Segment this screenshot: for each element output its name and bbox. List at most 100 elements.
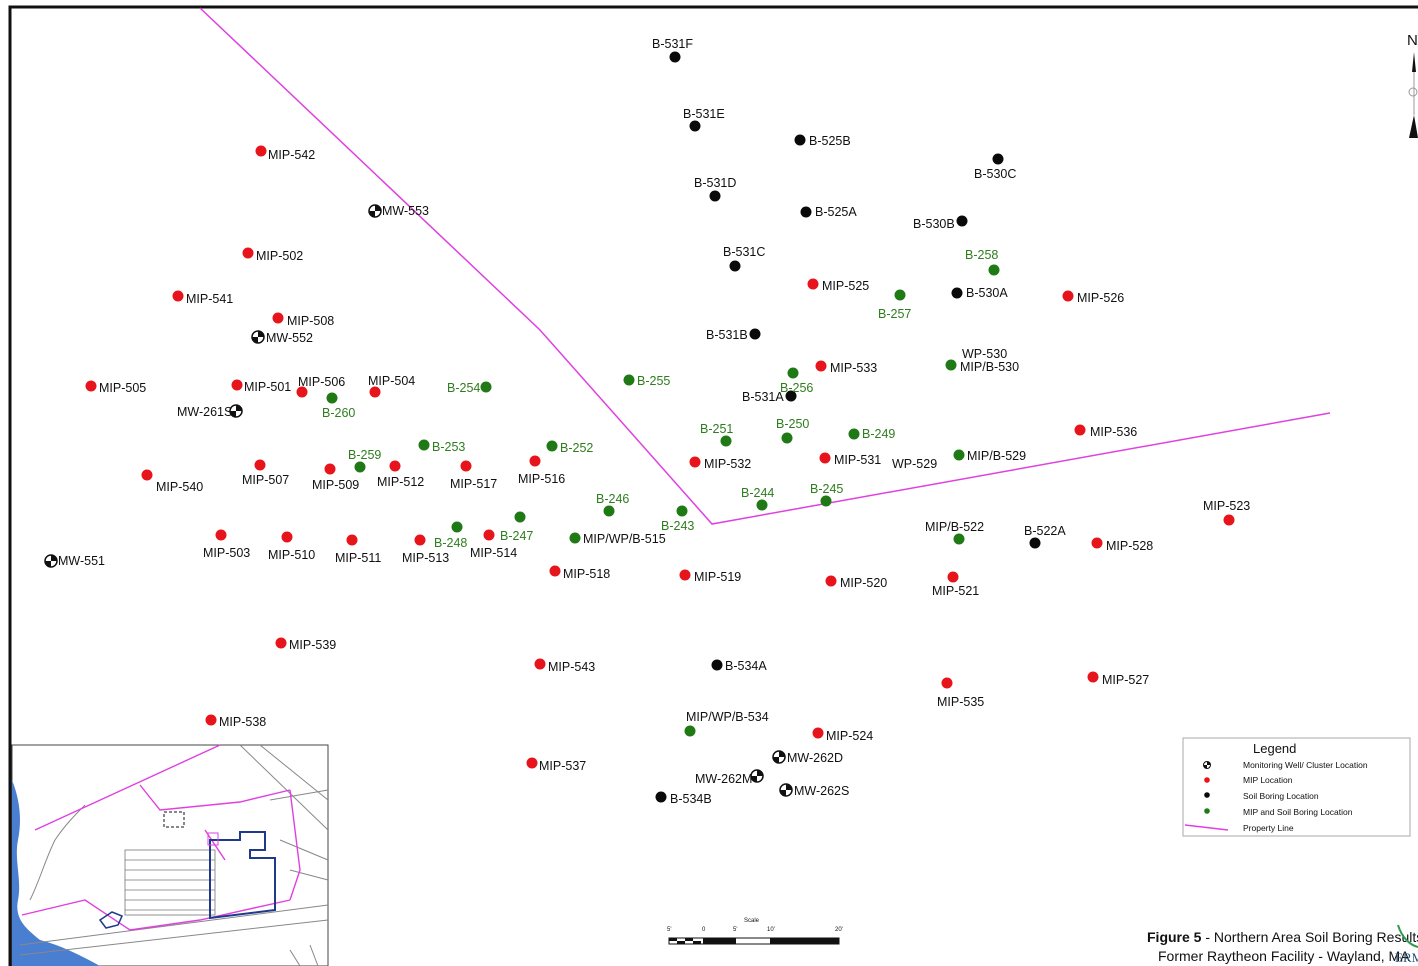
- mw-552-marker[interactable]: [251, 330, 265, 344]
- mip-502-dot[interactable]: [242, 247, 254, 259]
- legend-item-mip: MIP Location: [1243, 775, 1293, 785]
- b-254-dot[interactable]: [480, 381, 492, 393]
- b-530b-dot[interactable]: [956, 215, 968, 227]
- b-246-dot[interactable]: [603, 505, 615, 517]
- mip-526-dot[interactable]: [1062, 290, 1074, 302]
- mip-540-dot[interactable]: [141, 469, 153, 481]
- b-245-dot[interactable]: [820, 495, 832, 507]
- mip-521-dot[interactable]: [947, 571, 959, 583]
- mip-532-dot[interactable]: [689, 456, 701, 468]
- b-256-dot[interactable]: [787, 367, 799, 379]
- caption-subtitle: Former Raytheon Facility - Wayland, MA: [1158, 948, 1410, 964]
- label-b-260: B-260: [322, 406, 355, 420]
- b-534b-dot[interactable]: [655, 791, 667, 803]
- mip-533-dot[interactable]: [815, 360, 827, 372]
- mip-505-dot[interactable]: [85, 380, 97, 392]
- mip-508-dot[interactable]: [272, 312, 284, 324]
- mip-510-dot[interactable]: [281, 531, 293, 543]
- label-mip-511: MIP-511: [335, 551, 381, 565]
- mip-539-dot[interactable]: [275, 637, 287, 649]
- b-252-dot[interactable]: [546, 440, 558, 452]
- mip-501-dot[interactable]: [231, 379, 243, 391]
- mip-509-dot[interactable]: [324, 463, 336, 475]
- mip-514-dot[interactable]: [483, 529, 495, 541]
- green-dot-icon: [1204, 808, 1210, 814]
- b-531a-dot[interactable]: [785, 390, 797, 402]
- b-253-dot[interactable]: [418, 439, 430, 451]
- b-530c-dot[interactable]: [992, 153, 1004, 165]
- mip-531-dot[interactable]: [819, 452, 831, 464]
- mip-524-dot[interactable]: [812, 727, 824, 739]
- b-244-dot[interactable]: [756, 499, 768, 511]
- mip-b-529-dot[interactable]: [953, 449, 965, 461]
- mw-262m-marker[interactable]: [750, 769, 764, 783]
- mip-512-dot[interactable]: [389, 460, 401, 472]
- b-257-dot[interactable]: [894, 289, 906, 301]
- mip-523-dot[interactable]: [1223, 514, 1235, 526]
- b-525b-dot[interactable]: [794, 134, 806, 146]
- b-247-dot[interactable]: [514, 511, 526, 523]
- label-mip-502: MIP-502: [256, 249, 303, 263]
- label-b-256: B-256: [780, 381, 813, 395]
- b-251-dot[interactable]: [720, 435, 732, 447]
- b-531f-dot[interactable]: [669, 51, 681, 63]
- mip-543-dot[interactable]: [534, 658, 546, 670]
- mip-516-dot[interactable]: [529, 455, 541, 467]
- label-mw-262s: MW-262S: [794, 784, 849, 798]
- mw-551-marker[interactable]: [44, 554, 58, 568]
- b-531e-dot[interactable]: [689, 120, 701, 132]
- label-b-249: B-249: [862, 427, 895, 441]
- mip-518-dot[interactable]: [549, 565, 561, 577]
- label-b-252: B-252: [560, 441, 593, 455]
- mip-507-dot[interactable]: [254, 459, 266, 471]
- label-mip-526: MIP-526: [1077, 291, 1124, 305]
- mip-542-dot[interactable]: [255, 145, 267, 157]
- mw-553-marker[interactable]: [368, 204, 382, 218]
- mip-537-dot[interactable]: [526, 757, 538, 769]
- b-531d-dot[interactable]: [709, 190, 721, 202]
- mip-528-dot[interactable]: [1091, 537, 1103, 549]
- b-258-dot[interactable]: [988, 264, 1000, 276]
- mip-506-dot[interactable]: [296, 386, 308, 398]
- mip-541-dot[interactable]: [172, 290, 184, 302]
- mw-262d-marker[interactable]: [772, 750, 786, 764]
- mip-511-dot[interactable]: [346, 534, 358, 546]
- monitoring-well-icon: [1203, 761, 1211, 769]
- mw-261s-marker[interactable]: [229, 404, 243, 418]
- mip-535-dot[interactable]: [941, 677, 953, 689]
- mip-wp-b-515-dot[interactable]: [569, 532, 581, 544]
- scale-tick-3: 10': [767, 927, 775, 933]
- mip-503-dot[interactable]: [215, 529, 227, 541]
- b-259-dot[interactable]: [354, 461, 366, 473]
- label-mip-510: MIP-510: [268, 548, 315, 562]
- b-531b-dot[interactable]: [749, 328, 761, 340]
- mip-527-dot[interactable]: [1087, 671, 1099, 683]
- b-525a-dot[interactable]: [800, 206, 812, 218]
- mip-b-530-dot[interactable]: [945, 359, 957, 371]
- mip-wp-b-534-dot[interactable]: [684, 725, 696, 737]
- b-255-dot[interactable]: [623, 374, 635, 386]
- mip-519-dot[interactable]: [679, 569, 691, 581]
- b-522a-dot[interactable]: [1029, 537, 1041, 549]
- mip-520-dot[interactable]: [825, 575, 837, 587]
- label-mip-519: MIP-519: [694, 570, 741, 584]
- mip-536-dot[interactable]: [1074, 424, 1086, 436]
- b-250-dot[interactable]: [781, 432, 793, 444]
- mip-538-dot[interactable]: [205, 714, 217, 726]
- b-260-dot[interactable]: [326, 392, 338, 404]
- mip-517-dot[interactable]: [460, 460, 472, 472]
- north-label: N: [1407, 32, 1418, 49]
- figure-caption: Figure 5 - Northern Area Soil Boring Res…: [1147, 929, 1418, 964]
- b-248-dot[interactable]: [451, 521, 463, 533]
- b-249-dot[interactable]: [848, 428, 860, 440]
- mip-513-dot[interactable]: [414, 534, 426, 546]
- b-530a-dot[interactable]: [951, 287, 963, 299]
- b-534a-dot[interactable]: [711, 659, 723, 671]
- b-531c-dot[interactable]: [729, 260, 741, 272]
- mip-504-dot[interactable]: [369, 386, 381, 398]
- b-243-dot[interactable]: [676, 505, 688, 517]
- mw-262s-marker[interactable]: [779, 783, 793, 797]
- mip-525-dot[interactable]: [807, 278, 819, 290]
- label-mw-551: MW-551: [58, 554, 105, 568]
- mip-b-522-dot[interactable]: [953, 533, 965, 545]
